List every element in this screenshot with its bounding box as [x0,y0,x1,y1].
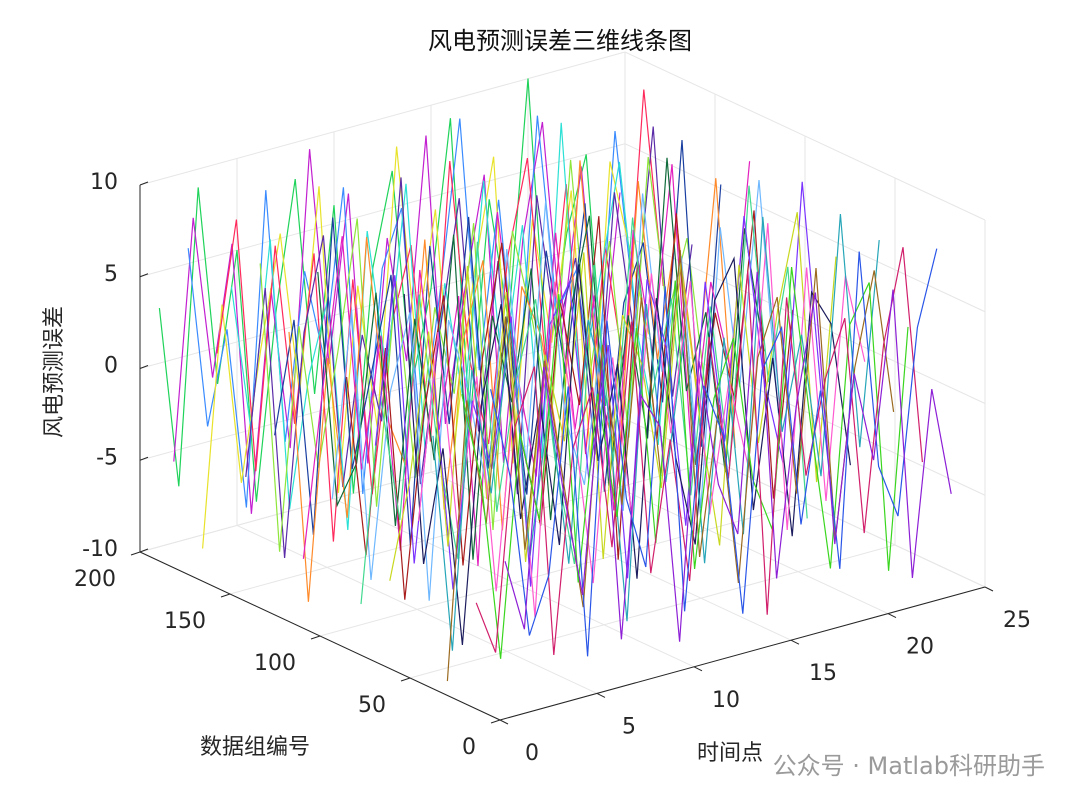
x-tick-label: 20 [906,635,934,660]
series-line [346,210,794,600]
tick-mark [887,613,897,619]
x-tick-label: 15 [809,661,837,686]
grid-line [139,51,626,186]
z-tick-label: 10 [90,170,118,195]
tick-mark [220,593,231,598]
tick-mark [400,677,411,682]
watermark: 公众号 · Matlab科研助手 [773,752,1045,780]
series-line [403,256,851,646]
tick-mark [499,719,509,725]
series-line [490,248,938,657]
series-line [259,156,707,552]
x-tick-label: 0 [525,741,539,766]
grid-line [409,544,896,679]
y-tick-label: 150 [164,609,206,634]
y-tick-label: 0 [462,735,476,760]
tick-mark [130,551,141,556]
tick-mark [310,635,321,640]
y-tick-label: 50 [358,693,386,718]
series-line [230,122,679,531]
grid-line [139,143,626,278]
x-tick-label: 25 [1003,608,1031,633]
z-tick-label: -10 [82,537,118,562]
tick-mark [139,548,149,553]
grid-line [319,502,806,637]
tick-mark [139,365,149,369]
tick-mark [596,692,606,698]
series-line [216,89,664,542]
x-tick-label: 10 [712,688,740,713]
chart-title: 风电预测误差三维线条图 [428,27,692,55]
series-line [389,212,837,581]
series-line [446,250,895,682]
series-line [202,146,650,549]
series-line [418,223,866,618]
series-line [245,126,693,559]
series-line [475,247,923,655]
tick-mark [790,639,800,645]
tick-mark [139,181,149,186]
tick-mark [139,273,149,278]
y-tick-label: 100 [254,651,296,676]
series-line [274,140,722,545]
axis-line [499,586,986,721]
grid-line [139,235,626,369]
tick-mark [693,666,703,672]
x-axis-label: 时间点 [697,741,763,766]
tick-mark [490,719,501,724]
tick-mark [984,586,994,592]
z-axis-label: 风电预测误差 [42,306,67,438]
y-tick-label: 200 [74,567,116,592]
z-tick-label: 5 [104,262,118,287]
z-tick-label: 0 [104,354,118,379]
z-tick-label: -5 [96,445,118,470]
series-line [504,271,952,642]
y-axis-label: 数据组编号 [200,735,310,760]
tick-mark [139,456,149,461]
series-line [302,161,751,567]
x-tick-label: 5 [622,714,636,739]
